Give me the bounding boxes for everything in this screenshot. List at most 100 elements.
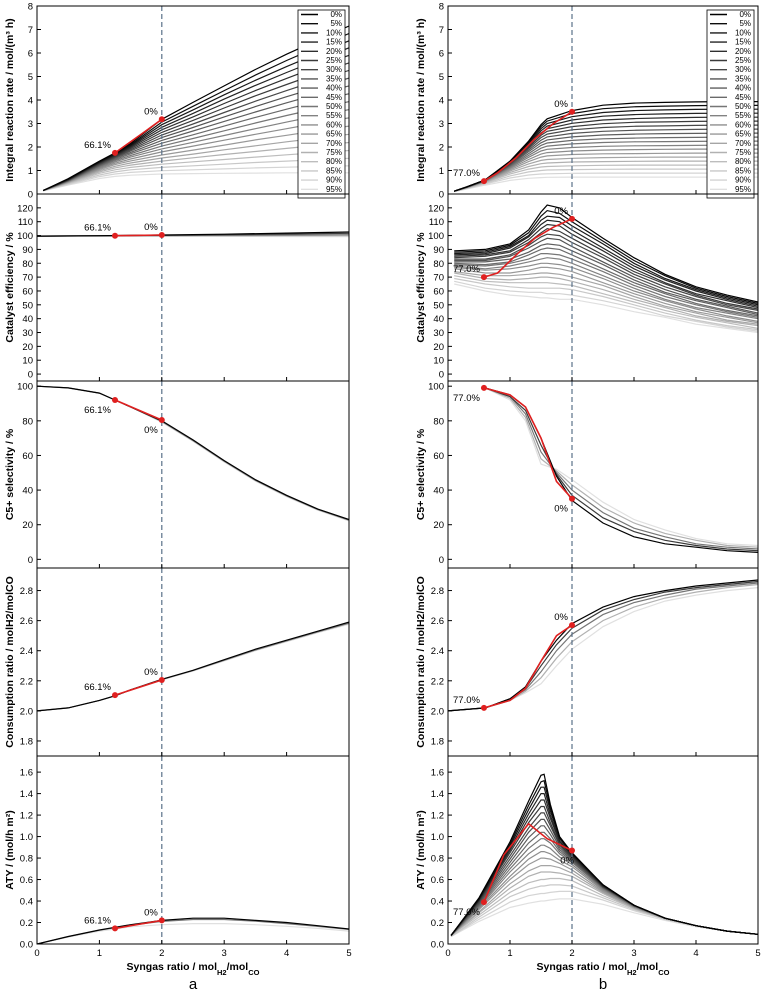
legend-entry: 45% <box>326 93 342 102</box>
series-group <box>484 387 758 553</box>
series-group <box>37 385 349 522</box>
optimum-path <box>483 822 573 903</box>
y-tick-label: 1.2 <box>20 811 33 822</box>
legend-entry: 95% <box>735 185 751 194</box>
y-tick-label: 20 <box>22 342 33 353</box>
series-group <box>37 917 349 944</box>
optimum-point <box>158 116 165 123</box>
optimum-point <box>480 384 487 391</box>
y-tick-label: 0 <box>439 555 444 566</box>
series-group <box>448 579 758 712</box>
series-line-20pct <box>454 223 758 309</box>
y-tick-label: 70 <box>22 273 33 284</box>
legend-entry: 60% <box>326 120 342 129</box>
legend-entry: 60% <box>735 120 751 129</box>
panel-a-1: 66.1% 0% 0 1 2 3 4 5 6 7 8 Integral reaction rate /… <box>4 2 350 201</box>
optimum-point <box>112 232 118 239</box>
y-tick-label: 0.0 <box>20 940 33 951</box>
series-line-30pct <box>454 233 758 311</box>
series-line-25pct <box>454 227 758 310</box>
y-tick-label: 3 <box>439 119 444 130</box>
y-tick-label: 2.6 <box>431 616 444 627</box>
legend-entry: 0% <box>739 10 751 19</box>
y-tick-label: 40 <box>433 314 444 325</box>
optimum-point <box>569 495 575 502</box>
panel-b-2: 77.0% 0% 0 10 20 30 40 50 60 70 80 90 100 110 120 Catal… <box>415 193 759 382</box>
plot-frame <box>36 755 350 945</box>
y-tick-label: 4 <box>439 96 444 107</box>
series-line-85pct <box>43 157 349 192</box>
legend-entry: 65% <box>326 130 342 139</box>
y-tick-label: 2.6 <box>20 616 33 627</box>
optimum-point <box>158 232 165 239</box>
y-tick-label: 5 <box>439 72 444 83</box>
optimum-path <box>483 387 573 500</box>
legend-entry: 55% <box>326 111 342 120</box>
series-line-0pct <box>37 231 349 237</box>
annotation-label: 0% <box>554 504 568 515</box>
panel-a-5: 66.1% 0% 0.0 0.2 0.4 0.6 0.8 1.0 1.2 1.4 1.6 ATY / … <box>4 755 352 992</box>
y-tick-label: 20 <box>433 342 444 353</box>
series-group <box>37 621 349 712</box>
y-tick-label: 2 <box>28 143 33 154</box>
legend-entry: 20% <box>326 47 342 56</box>
optimum-point <box>480 178 487 185</box>
y-tick-label: 90 <box>433 245 444 256</box>
y-tick-label: 3 <box>28 119 33 130</box>
series-group <box>37 231 349 238</box>
optimum-point <box>569 847 575 854</box>
y-tick-label: 80 <box>433 259 444 270</box>
series-line-0pct <box>37 621 349 712</box>
y-tick-label: 2.2 <box>20 676 33 687</box>
series-line-90pct <box>454 172 758 192</box>
y-tick-label: 40 <box>22 314 33 325</box>
series-line-95pct <box>37 623 349 712</box>
series-line-80pct <box>454 275 758 329</box>
optimum-path <box>483 624 573 709</box>
y-tick-label: 80 <box>433 416 444 427</box>
series-line-25pct <box>448 580 758 712</box>
y-tick-label: 7 <box>28 25 33 36</box>
y-tick-label: 110 <box>429 217 444 228</box>
y-tick-label: 60 <box>22 286 33 297</box>
series-line-50pct <box>454 253 758 318</box>
legend-entry: 20% <box>735 47 751 56</box>
y-tick-label: 0 <box>28 370 33 381</box>
series-line-95pct <box>454 176 758 193</box>
panel-label: b <box>599 976 607 992</box>
legend-entry: 15% <box>326 38 342 47</box>
annotation-label: 0% <box>554 612 568 623</box>
panel-b-4: 77.0% 0% 1.8 2.0 2.2 2.4 2.6 2.8 Consumption rat… <box>415 567 759 757</box>
annotation-label: 77.0% <box>453 168 480 179</box>
y-axis-label: Catalyst efficiency / % <box>4 232 16 343</box>
y-tick-label: 100 <box>428 382 444 393</box>
series-line-75pct <box>43 141 349 192</box>
legend-entry: 45% <box>735 93 751 102</box>
y-tick-label: 120 <box>17 203 33 214</box>
series-line-50pct <box>448 582 758 712</box>
series-line-80pct <box>43 149 349 192</box>
y-tick-label: 8 <box>439 2 444 13</box>
series-line-35pct <box>450 818 758 936</box>
legend: 0%5%10%15%20%25%30%35%40%45%50%55%60%65%… <box>297 9 346 199</box>
y-tick-label: 100 <box>17 231 33 242</box>
y-axis-label: C5+ selectivity / % <box>415 428 427 520</box>
y-tick-label: 30 <box>433 328 444 339</box>
series-line-85pct <box>454 168 758 192</box>
series-line-95pct <box>484 387 758 547</box>
y-tick-label: 1.4 <box>20 789 33 800</box>
series-line-15pct <box>454 219 758 307</box>
y-tick-label: 1.4 <box>431 789 444 800</box>
annotation-label: 0% <box>554 99 568 110</box>
series-line-55pct <box>42 109 349 192</box>
optimum-point <box>112 925 118 932</box>
y-axis-label: Consumption ratio / molH2/molCO <box>415 576 427 748</box>
x-tick-label: 5 <box>346 948 351 959</box>
y-tick-label: 50 <box>22 300 33 311</box>
legend-entry: 35% <box>735 74 751 83</box>
annotation-label: 66.1% <box>84 682 111 693</box>
y-tick-label: 90 <box>22 245 33 256</box>
annotation-label: 66.1% <box>84 915 111 926</box>
y-axis-label: Consumption ratio / molH2/molCO <box>4 576 16 748</box>
